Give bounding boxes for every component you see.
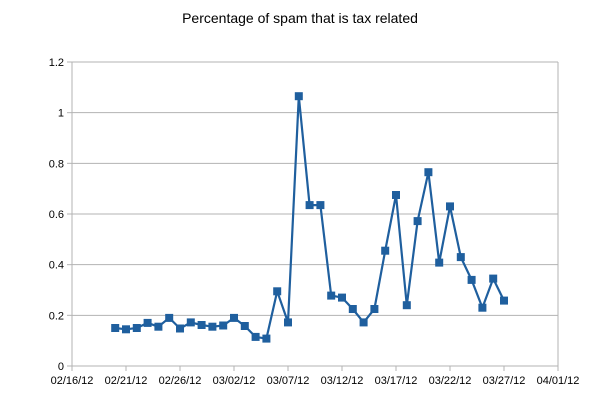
data-point-marker [230, 313, 238, 322]
data-point-marker [338, 293, 346, 302]
data-point-marker [359, 318, 368, 327]
axes [67, 61, 559, 371]
data-point-marker [435, 258, 444, 267]
x-tick-label: 04/01/12 [537, 375, 580, 387]
data-point-marker [111, 324, 120, 332]
data-point-marker [467, 275, 476, 284]
x-tick-label: 02/16/12 [51, 375, 94, 387]
data-point-marker [316, 201, 325, 210]
chart-title: Percentage of spam that is tax related [182, 10, 418, 26]
data-point-marker [402, 301, 411, 310]
data-point-marker [348, 305, 357, 313]
data-point-marker [413, 217, 422, 226]
data-point-marker [273, 287, 282, 296]
data-point-marker [165, 313, 174, 322]
data-point-marker [500, 296, 508, 305]
data-point-marker [370, 305, 379, 313]
data-point-marker [219, 321, 228, 330]
x-tick-label: 03/27/12 [483, 375, 526, 387]
data-point-marker [284, 318, 292, 327]
y-axis-tick-labels: 0 0.2 0.4 0.6 0.8 1 1.2 [49, 57, 64, 373]
x-tick-label: 03/02/12 [213, 375, 256, 387]
y-tick-label: 1 [58, 108, 64, 120]
y-tick-label: 0.2 [49, 310, 64, 322]
data-point-marker [478, 303, 487, 312]
data-point-marker [176, 324, 184, 333]
data-series [111, 92, 508, 343]
data-point-marker [446, 202, 454, 211]
y-tick-label: 1.2 [49, 57, 64, 69]
data-point-marker [251, 332, 260, 341]
data-point-marker [240, 322, 249, 330]
data-point-marker [294, 92, 303, 101]
x-tick-label: 02/26/12 [159, 375, 202, 387]
data-point-marker [143, 318, 152, 327]
series-line [115, 95, 505, 340]
data-point-marker [305, 201, 314, 210]
y-tick-label: 0.8 [49, 158, 64, 170]
data-point-marker [262, 334, 271, 343]
y-tick-label: 0 [58, 361, 64, 373]
data-point-marker [208, 322, 217, 331]
data-point-marker [489, 274, 498, 283]
data-point-marker [456, 253, 465, 262]
data-point-marker [197, 321, 206, 329]
data-point-marker [186, 318, 195, 327]
y-tick-label: 0.4 [49, 260, 64, 272]
data-point-marker [424, 168, 433, 177]
data-point-marker [381, 246, 390, 255]
data-point-marker [154, 322, 163, 331]
data-point-marker [392, 191, 400, 199]
x-tick-label: 02/21/12 [105, 375, 148, 387]
x-axis-tick-labels: 02/16/12 02/21/12 02/26/12 03/02/12 03/07/12… [51, 375, 580, 387]
x-tick-label: 03/12/12 [321, 375, 364, 387]
data-point-marker [122, 325, 130, 334]
x-tick-label: 03/07/12 [267, 375, 310, 387]
x-tick-label: 03/17/12 [375, 375, 418, 387]
data-point-marker [132, 324, 141, 332]
x-tick-label: 03/22/12 [429, 375, 472, 387]
data-point-marker [327, 291, 336, 300]
y-tick-label: 0.6 [49, 209, 64, 221]
